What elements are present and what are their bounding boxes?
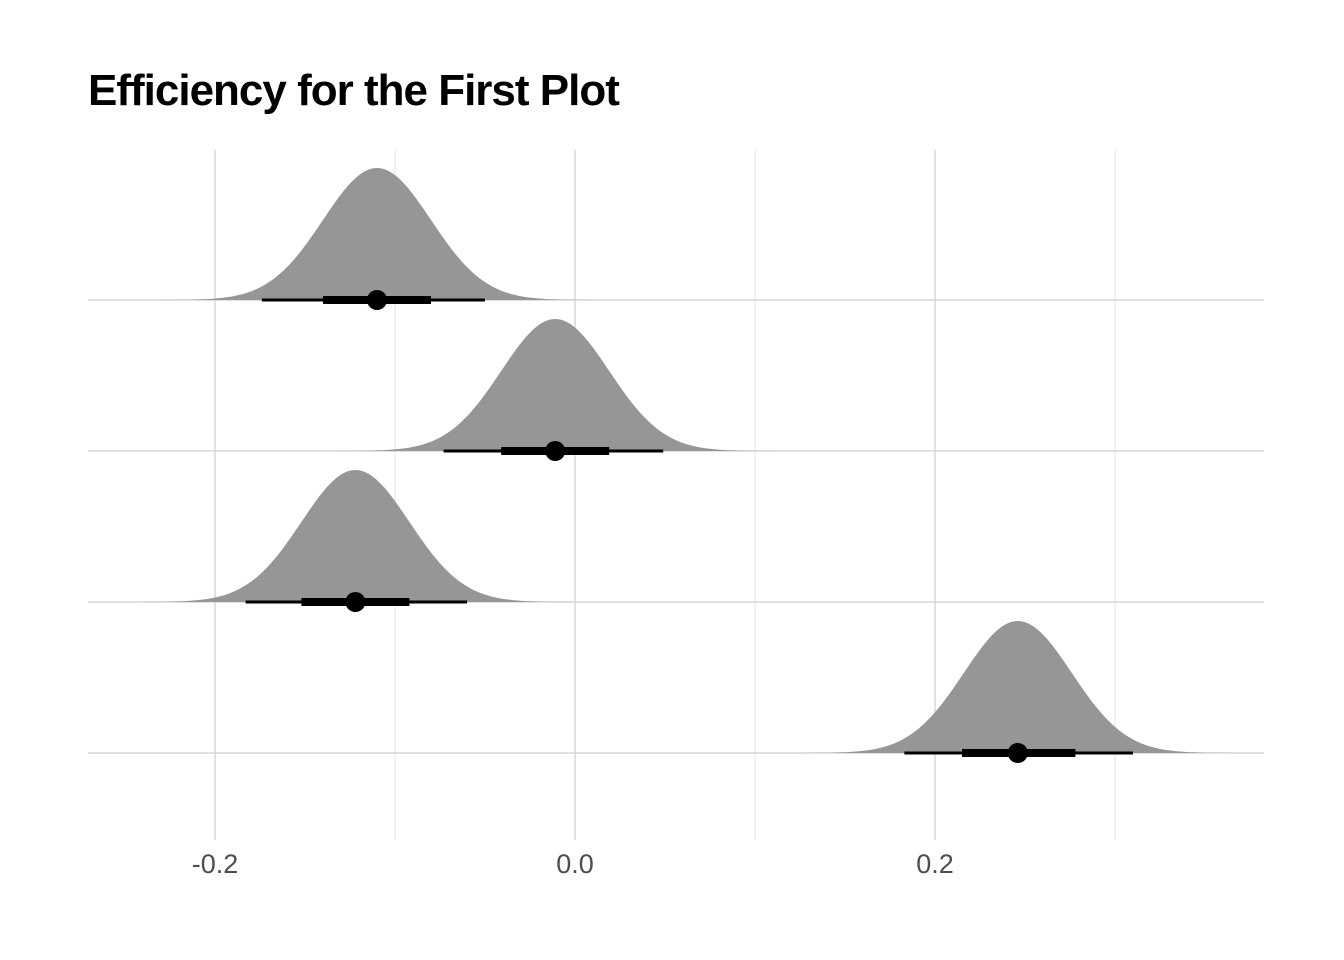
- x-axis-tick-labels: -0.2 0.0 0.2: [192, 849, 954, 879]
- density-curve: [328, 319, 782, 451]
- interval-layer: [245, 290, 1133, 763]
- point-estimate: [545, 441, 566, 461]
- point-estimate: [1007, 743, 1028, 763]
- density-curve: [128, 470, 583, 602]
- chart-title: Efficiency for the First Plot: [88, 66, 620, 115]
- point-estimate: [367, 290, 387, 310]
- x-tick-label: 0.2: [916, 849, 954, 879]
- density-curve: [791, 621, 1245, 753]
- point-estimate: [345, 592, 366, 612]
- row-baselines: [88, 299, 1264, 754]
- density-layer: [128, 168, 1245, 753]
- x-tick-label: -0.2: [192, 849, 239, 879]
- x-tick-label: 0.0: [556, 849, 594, 879]
- density-curve: [150, 168, 604, 300]
